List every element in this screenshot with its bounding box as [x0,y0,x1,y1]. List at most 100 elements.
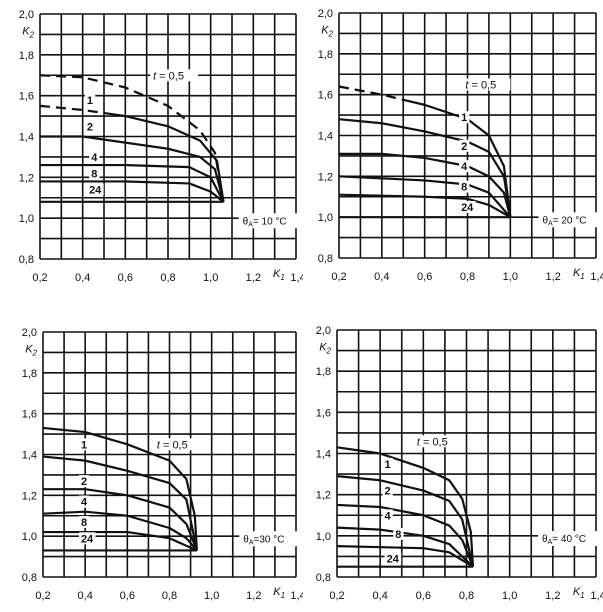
x-tick-label: 0,4 [75,272,90,284]
annotation-background [238,213,303,229]
y-tick-label: 1,0 [318,212,333,224]
y-tick-label: 2,0 [318,8,333,20]
y-tick-label: 0,8 [316,572,331,584]
y-tick-label: 1,2 [316,490,331,502]
x-tick-label: 0,6 [417,271,432,283]
series-label: 4 [384,510,391,522]
series-label-background [459,201,476,214]
series-line [42,510,198,552]
series-label: 24 [81,533,94,545]
chart-panel-10c: 0,8 1,0 1,2 1,4 1,6 1,8 2,0 0,2 0,4 0,6 0,8 1,0 1,2 1… [19,9,303,284]
temperature-annotation: θA= 10 °C [243,216,287,228]
x-tick-label: 1,0 [503,271,518,283]
series-label: t = 0,5 [417,436,448,448]
chart-panel-40c: 0,8 1,0 1,2 1,4 1,6 1,8 2,0 0,2 0,4 0,6 0,8 1,0 1,2 1… [316,325,603,602]
x-axis-label: K1 [273,586,285,600]
x-axis-label-subscript: 1 [580,272,584,281]
y-tick-label: 0,8 [318,253,333,265]
series-label-background [89,167,100,180]
x-tick-label: 1,0 [203,272,218,284]
y-axis-label: K2 [321,24,333,38]
series-label-background [84,120,96,133]
y-tick-label: 1,2 [22,490,37,502]
series-label-background [153,438,202,451]
series-label: 8 [91,168,97,180]
annotation-symbol: θ [542,534,548,545]
annotation-text: =30 °C [254,534,285,545]
x-tick-label: 0,4 [373,590,388,602]
x-axis-label-subscript: 1 [281,591,285,600]
series-label-background [413,435,462,448]
x-tick-label: 0,2 [32,272,47,284]
annotation-text: = 20 °C [553,215,587,226]
series-label: 1 [461,112,467,124]
y-tick-label: 1,0 [22,531,37,543]
y-tick-label: 1,4 [22,450,37,462]
temperature-annotation: θA= 20 °C [542,215,586,227]
y-tick-label: 1,0 [19,213,34,225]
y-tick-label: 1,0 [316,531,331,543]
series-label-background [382,509,393,522]
x-tick-label: 0,6 [120,590,135,602]
series-label-background [393,527,404,540]
series-line [43,488,198,551]
x-tick-label: 1,4 [290,590,303,602]
series-label-background [87,183,104,196]
series-label: 1 [87,95,93,107]
series-line [336,545,474,568]
annotation-text: = 40 °C [552,534,586,545]
series-label: 1 [81,439,87,451]
series-label: t = 0,5 [465,80,496,92]
series-label: 8 [81,517,87,529]
series-label-background [84,93,96,106]
series-label-background [89,151,100,163]
y-tick-label: 1,4 [318,131,333,143]
y-tick-label: 1,8 [19,50,34,62]
series-label-background [462,78,511,91]
x-tick-label: 1,2 [546,271,561,283]
y-tick-label: 1,6 [22,409,37,421]
annotation-background [538,212,603,228]
annotation-subscript: A [548,220,553,227]
series-label: 24 [387,554,400,566]
annotation-symbol: θ [243,216,249,227]
series-label-variable: t [153,70,157,82]
y-tick-label: 0,8 [22,572,37,584]
series-label: 1 [384,459,390,471]
y-tick-label: 1,2 [19,172,34,184]
x-tick-label: 1,2 [246,272,261,284]
x-tick-label: 0,6 [118,272,133,284]
series-line [42,426,199,551]
series-label: 4 [91,152,98,164]
series-label-background [78,495,90,508]
series-label: t = 0,5 [153,70,184,82]
x-tick-label: 1,4 [590,590,603,602]
annotation-subscript: A [249,539,254,546]
y-axis-label: K2 [319,341,331,355]
x-tick-label: 0,6 [416,590,431,602]
y-tick-label: 2,0 [22,327,37,339]
x-axis-label-subscript: 1 [580,591,584,600]
x-tick-label: 1,0 [502,590,517,602]
x-axis-label: K1 [573,267,585,281]
series-line [336,503,474,568]
series-label-background [459,139,470,152]
series-label: 8 [395,529,401,541]
series-label-value: = 0,5 [160,439,188,451]
series-label-background [459,180,470,193]
x-tick-label: 0,8 [160,272,175,284]
series-label-value: = 0,5 [420,436,448,448]
series-label-background [384,552,402,565]
x-axis-label: K1 [273,268,285,282]
series-label: 24 [89,185,102,197]
series-line [43,530,198,552]
series-line [40,135,225,203]
x-tick-label: 0,8 [459,590,474,602]
y-tick-label: 0,8 [19,254,34,266]
series-line [40,180,225,203]
x-tick-label: 0,2 [331,271,346,283]
series-label: 4 [81,497,88,509]
x-axis-label-subscript: 1 [280,273,284,282]
series-label-background [459,111,470,124]
y-tick-label: 1,4 [19,132,34,144]
